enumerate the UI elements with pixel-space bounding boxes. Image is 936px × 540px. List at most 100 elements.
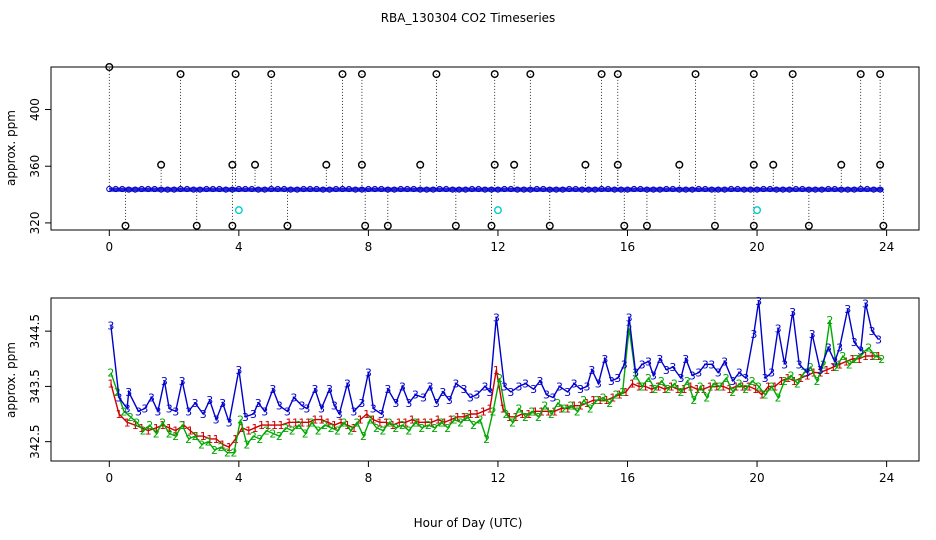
- bottom-point-blue: 3: [571, 378, 578, 391]
- top-baseline-point: [540, 185, 547, 193]
- bottom-point-red: 1: [823, 364, 830, 377]
- top-baseline-point: [281, 185, 288, 193]
- bottom-point-green: 2: [852, 353, 859, 366]
- top-baseline-point: [572, 185, 579, 193]
- bottom-point-red: 1: [551, 405, 558, 418]
- top-baseline-point: [365, 185, 372, 193]
- top-baseline-point: [488, 186, 495, 193]
- bottom-point-blue: 3: [124, 403, 131, 416]
- bottom-point-blue: 3: [844, 303, 851, 316]
- bottom-point-blue: 3: [584, 380, 591, 393]
- bottom-point-red: 1: [843, 356, 850, 369]
- top-outlier-point: [876, 160, 885, 169]
- bottom-point-green: 2: [839, 350, 846, 363]
- top-baseline-point: [248, 185, 255, 193]
- top-baseline-point: [825, 185, 832, 193]
- top-baseline-point: [728, 185, 735, 193]
- bottom-point-red: 1: [305, 416, 312, 429]
- bottom-point-red: 1: [486, 403, 493, 416]
- top-baseline-point: [689, 186, 696, 193]
- bottom-point-blue: 3: [493, 311, 500, 324]
- top-baseline-point: [112, 185, 119, 193]
- bottom-point-red: 1: [435, 414, 442, 427]
- top-outlier-point: [710, 221, 719, 230]
- bottom-point-red: 1: [383, 416, 390, 429]
- bottom-point-blue: 3: [781, 358, 788, 371]
- top-baseline-point: [857, 185, 864, 193]
- bottom-point-red: 1: [596, 394, 603, 407]
- bottom-point-green: 2: [341, 416, 348, 429]
- top-baseline-point: [792, 185, 800, 193]
- bottom-point-green: 2: [613, 389, 620, 402]
- bottom-point-blue: 3: [261, 405, 268, 418]
- top-baseline-point: [203, 185, 210, 193]
- bottom-point-red: 1: [124, 416, 131, 429]
- top-outlier-point: [510, 160, 519, 169]
- top-baseline-point: [209, 185, 217, 193]
- bottom-point-green: 2: [127, 411, 134, 424]
- top-baseline-point: [170, 186, 178, 193]
- bottom-point-green: 2: [490, 405, 497, 418]
- bottom-point-blue: 3: [378, 408, 385, 421]
- top-baseline-point: [520, 186, 527, 193]
- bottom-point-red: 1: [758, 389, 765, 402]
- bottom-point-red: 1: [402, 416, 409, 429]
- bottom-point-blue: 3: [125, 386, 132, 399]
- bottom-point-blue: 3: [507, 386, 514, 399]
- bottom-point-green: 2: [483, 433, 490, 446]
- bottom-point-blue: 3: [677, 372, 684, 385]
- bottom-point-green: 2: [755, 380, 762, 393]
- bottom-point-green: 2: [749, 375, 756, 388]
- bottom-point-green: 2: [729, 386, 736, 399]
- bottom-point-red: 1: [363, 408, 370, 421]
- top-baseline-point: [514, 186, 521, 193]
- top-baseline-point: [151, 185, 158, 193]
- bottom-point-red: 1: [700, 383, 707, 396]
- top-baseline-point: [643, 186, 651, 193]
- top-outlier-point: [231, 70, 240, 79]
- top-outlier-point: [613, 160, 622, 169]
- top-baseline-point: [481, 186, 489, 193]
- top-outlier-point: [545, 221, 554, 230]
- bottom-point-green: 2: [826, 314, 833, 327]
- bottom-point-green: 2: [140, 425, 147, 438]
- top-baseline-point: [611, 186, 618, 193]
- top-outlier-point: [597, 70, 606, 79]
- bottom-point-green: 2: [431, 422, 438, 435]
- bottom-point-blue: 3: [564, 386, 571, 399]
- bottom-series-line-red: [110, 355, 879, 449]
- bottom-point-green: 2: [600, 391, 607, 404]
- top-cyan-point: [493, 206, 502, 215]
- top-x-tick-label: 12: [490, 240, 505, 254]
- bottom-point-green: 2: [872, 350, 879, 363]
- bottom-point-red: 1: [166, 422, 173, 435]
- bottom-point-blue: 3: [482, 380, 489, 393]
- bottom-point-blue: 3: [530, 383, 537, 396]
- bottom-point-green: 2: [269, 427, 276, 440]
- bottom-point-blue: 3: [290, 391, 297, 404]
- bottom-point-blue: 3: [269, 383, 276, 396]
- bottom-point-green: 2: [632, 369, 639, 382]
- bottom-point-red: 1: [324, 416, 331, 429]
- bottom-point-blue: 3: [663, 364, 670, 377]
- bottom-point-green: 2: [315, 425, 322, 438]
- bottom-point-red: 1: [226, 441, 233, 454]
- bottom-point-red: 1: [674, 383, 681, 396]
- top-baseline-point: [598, 185, 605, 193]
- bottom-point-blue: 3: [384, 383, 391, 396]
- bottom-point-red: 1: [473, 408, 480, 421]
- bottom-x-tick-label: 4: [235, 471, 243, 485]
- bottom-point-green: 2: [567, 400, 574, 413]
- top-outlier-point: [675, 160, 684, 169]
- top-baseline-point: [358, 186, 366, 193]
- bottom-point-green: 2: [289, 425, 296, 438]
- top-baseline-point: [216, 185, 223, 193]
- top-baseline-point: [462, 186, 469, 193]
- bottom-point-red: 1: [726, 383, 733, 396]
- bottom-point-green: 2: [218, 441, 225, 454]
- bottom-point-blue: 3: [550, 391, 557, 404]
- bottom-point-red: 1: [616, 389, 623, 402]
- bottom-point-green: 2: [528, 405, 535, 418]
- bottom-point-green: 2: [354, 416, 361, 429]
- top-baseline-point: [527, 186, 534, 193]
